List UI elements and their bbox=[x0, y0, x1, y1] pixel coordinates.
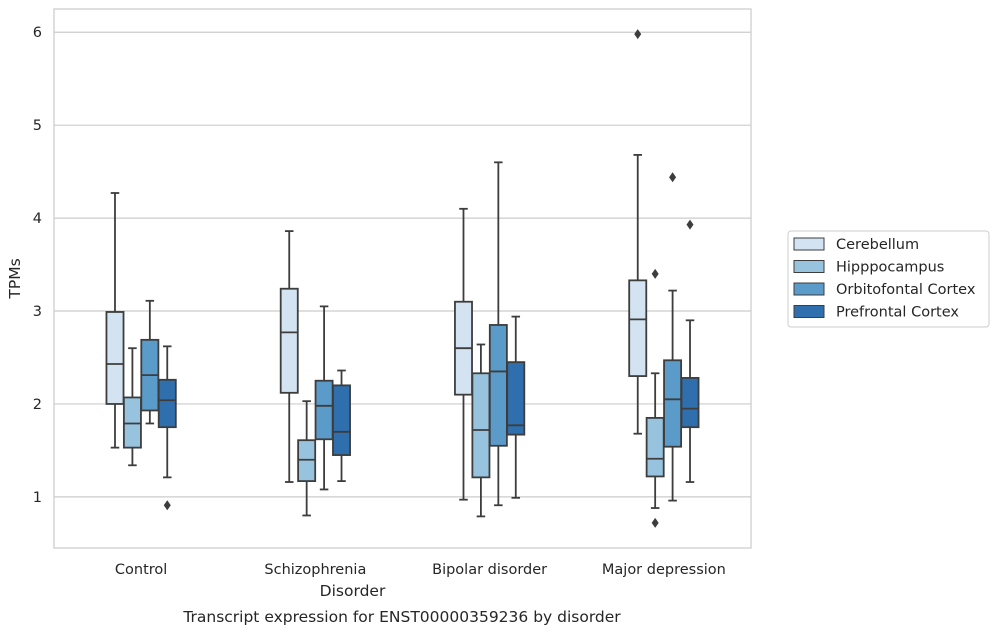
box-1-1 bbox=[297, 400, 317, 517]
iqr-box bbox=[506, 361, 526, 436]
legend-swatch bbox=[793, 237, 825, 251]
y-axis-ticks: 1 2 3 4 5 6 bbox=[33, 25, 42, 506]
plot-frame bbox=[53, 8, 752, 549]
y-axis-label: TPMs bbox=[6, 258, 24, 299]
box-2-3 bbox=[506, 315, 526, 499]
outlier-point bbox=[163, 500, 171, 511]
chart-title: Transcript expression for ENST0000035923… bbox=[182, 608, 621, 626]
legend-swatch bbox=[793, 260, 825, 273]
outlier-point bbox=[651, 517, 659, 528]
outlier-point bbox=[651, 268, 659, 279]
box-3-1 bbox=[645, 268, 665, 528]
x-tick-label: Control bbox=[115, 562, 167, 578]
iqr-box bbox=[314, 379, 334, 441]
legend-label: Prefrontal Cortex bbox=[836, 305, 959, 321]
y-tick-label: 2 bbox=[33, 397, 42, 413]
iqr-box bbox=[279, 287, 299, 394]
box-0-1 bbox=[122, 347, 142, 467]
plot-area bbox=[105, 29, 700, 528]
legend-label: Orbitofontal Cortex bbox=[836, 282, 976, 298]
iqr-box bbox=[471, 372, 491, 479]
x-axis-ticks: Control Schizophrenia Bipolar disorder Majo… bbox=[115, 562, 726, 578]
iqr-box bbox=[332, 384, 351, 456]
box-3-3 bbox=[680, 219, 700, 483]
outlier-point bbox=[686, 219, 694, 230]
legend-box bbox=[787, 230, 990, 328]
box-0-3 bbox=[157, 345, 177, 511]
box-2-0 bbox=[454, 207, 473, 501]
iqr-box bbox=[488, 324, 508, 447]
iqr-box bbox=[297, 439, 317, 482]
iqr-box bbox=[628, 279, 648, 377]
legend: Cerebellum Hipppocampus Orbitofontal Corte… bbox=[787, 230, 990, 328]
x-tick-label: Major depression bbox=[602, 562, 726, 578]
legend-swatch bbox=[793, 282, 825, 296]
legend-label: Hipppocampus bbox=[836, 260, 944, 276]
y-tick-label: 3 bbox=[33, 304, 42, 320]
box-1-3 bbox=[332, 369, 351, 482]
y-tick-label: 6 bbox=[33, 25, 42, 41]
x-axis-label: Disorder bbox=[320, 582, 386, 600]
x-tick-label: Schizophrenia bbox=[264, 562, 366, 578]
y-tick-label: 4 bbox=[33, 211, 42, 227]
outlier-point bbox=[634, 29, 642, 40]
box-1-0 bbox=[279, 230, 299, 483]
y-tick-label: 1 bbox=[33, 490, 42, 506]
legend-swatch bbox=[793, 305, 825, 318]
box-2-2 bbox=[488, 161, 508, 507]
box-0-0 bbox=[105, 192, 125, 449]
legend-label: Cerebellum bbox=[836, 237, 919, 253]
iqr-box bbox=[680, 377, 700, 429]
box-3-2 bbox=[663, 172, 683, 502]
iqr-box bbox=[105, 311, 125, 405]
box-1-2 bbox=[314, 305, 334, 491]
box-0-2 bbox=[140, 299, 160, 425]
y-tick-label: 5 bbox=[33, 118, 42, 134]
iqr-box bbox=[122, 396, 142, 449]
iqr-box bbox=[157, 378, 177, 429]
box-3-0 bbox=[628, 29, 648, 435]
x-tick-label: Bipolar disorder bbox=[432, 562, 547, 578]
iqr-box bbox=[663, 359, 683, 448]
outlier-point bbox=[669, 172, 677, 183]
iqr-box bbox=[645, 416, 665, 478]
box-2-1 bbox=[471, 343, 491, 518]
